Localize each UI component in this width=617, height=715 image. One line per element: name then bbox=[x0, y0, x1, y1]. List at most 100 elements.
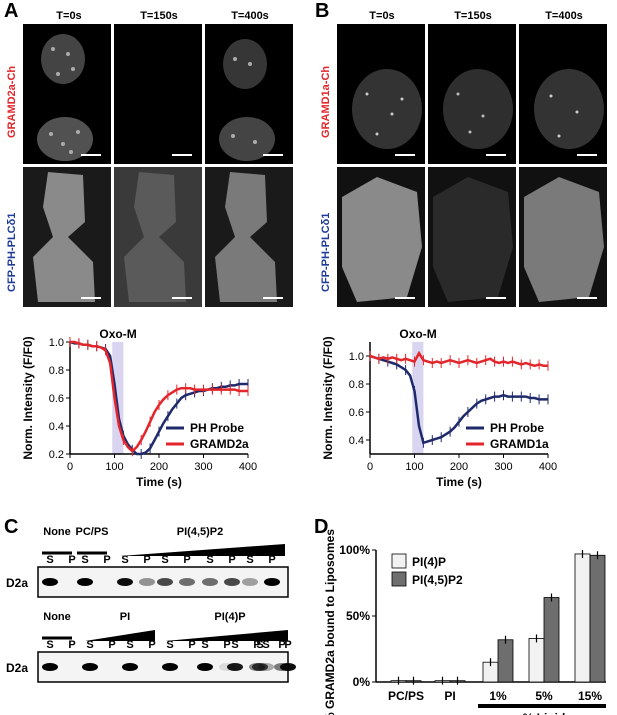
y-tick-label: 1.0 bbox=[349, 351, 364, 363]
time-label: T=0s bbox=[56, 10, 82, 22]
gel-header: PC/PS bbox=[75, 526, 108, 538]
y-axis-label: % GRAMD2a bound to Liposomes bbox=[323, 529, 337, 715]
x-axis-label: Time (s) bbox=[436, 475, 482, 489]
micrograph-b-r1-t400 bbox=[519, 24, 607, 164]
legend-swatch bbox=[391, 571, 407, 587]
category-label: PC/PS bbox=[388, 689, 424, 703]
band bbox=[264, 578, 280, 586]
sp-label: P bbox=[148, 639, 155, 651]
sp-label: S bbox=[81, 554, 88, 566]
sp-label: S bbox=[121, 554, 128, 566]
x-tick-label: 0 bbox=[67, 461, 73, 473]
gel-header: PI bbox=[120, 611, 130, 623]
stimulus-shade bbox=[112, 342, 124, 454]
micrograph-b-r2-t400 bbox=[519, 167, 607, 307]
bar bbox=[589, 554, 606, 683]
chart-d: 0% 50% 100%% GRAMD2a bound to Liposomes PC/… bbox=[323, 529, 606, 715]
band bbox=[82, 663, 98, 671]
micrograph-b-r2-t0 bbox=[337, 167, 425, 307]
chart-b: Oxo-M 0 100 200 300 400 0.4 0.6 0.8 1.0 Time (s) No… bbox=[321, 327, 557, 489]
y-tick-label: 0.8 bbox=[349, 379, 364, 391]
legend-swatch bbox=[391, 553, 407, 569]
y-axis-label: Norm. Intensity (F/F0) bbox=[321, 336, 335, 459]
sp-label: P bbox=[284, 639, 291, 651]
gel-header: None bbox=[43, 611, 71, 623]
y-tick-label: 0.8 bbox=[49, 365, 64, 377]
bar bbox=[528, 638, 545, 683]
gradient-wedge bbox=[120, 544, 285, 556]
row-label-ph-plc: CFP-PH-PLCδ1 bbox=[320, 212, 332, 292]
x-tick-label: 100 bbox=[405, 461, 423, 473]
row-label-gramd2a: GRAMD2a-Ch bbox=[6, 65, 18, 138]
sp-label: P bbox=[103, 554, 110, 566]
panel-letter-c: C bbox=[4, 516, 19, 538]
gradient-wedge bbox=[165, 630, 288, 641]
micrograph-a-r2-t0 bbox=[23, 167, 111, 307]
band bbox=[77, 578, 93, 586]
annotation-label: Oxo-M bbox=[99, 327, 136, 341]
panel-letter-b: B bbox=[315, 0, 330, 22]
micrograph-a-r1-t0 bbox=[23, 24, 111, 164]
x-tick-label: 200 bbox=[450, 461, 468, 473]
band bbox=[117, 578, 133, 586]
y-tick-label: 100% bbox=[339, 543, 370, 557]
sp-label: P bbox=[268, 554, 275, 566]
band bbox=[139, 578, 155, 586]
y-tick-label: 0.6 bbox=[349, 407, 364, 419]
band bbox=[179, 578, 195, 586]
legend-label: PH Probe bbox=[490, 421, 544, 435]
y-tick-label: 0% bbox=[353, 675, 371, 689]
legend-label: PI(4)P bbox=[412, 555, 446, 569]
legend-label: GRAMD2a bbox=[190, 437, 249, 451]
sp-label: P bbox=[68, 554, 75, 566]
sp-label: P bbox=[278, 639, 285, 651]
micrograph-a-r2-t150 bbox=[114, 167, 202, 307]
band bbox=[202, 578, 218, 586]
category-label: 5% bbox=[535, 689, 553, 703]
sp-label: S bbox=[246, 554, 253, 566]
x-axis-label: % Lipid bbox=[523, 711, 566, 715]
gel-header: PI(4,5)P2 bbox=[177, 526, 223, 538]
band bbox=[197, 663, 213, 671]
sp-label: S bbox=[161, 554, 168, 566]
sp-label: P bbox=[108, 639, 115, 651]
row-label-gramd1a: GRAMD1a-Ch bbox=[320, 65, 332, 138]
sp-label: S bbox=[46, 554, 53, 566]
sp-label: S bbox=[86, 639, 93, 651]
y-tick-label: 0.6 bbox=[49, 393, 64, 405]
sp-label: P bbox=[253, 639, 260, 651]
y-tick-label: 50% bbox=[346, 609, 370, 623]
panel-letter-d: D bbox=[314, 516, 329, 538]
gel-row-label: D2a bbox=[6, 576, 28, 590]
sp-label: S bbox=[256, 639, 263, 651]
sp-label: P bbox=[228, 554, 235, 566]
x-tick-label: 200 bbox=[150, 461, 168, 473]
band bbox=[42, 663, 58, 671]
x-tick-label: 400 bbox=[539, 461, 557, 473]
chart-a: Oxo-M 0 100 200 300 400 0.2 0.4 0.6 0.8 1.0 Time (s… bbox=[21, 327, 257, 489]
sp-label: P bbox=[223, 639, 230, 651]
y-tick-label: 0.4 bbox=[49, 421, 64, 433]
category-label: PI bbox=[444, 689, 455, 703]
legend-label: PH Probe bbox=[190, 421, 244, 435]
row-label-ph-plc: CFP-PH-PLCδ1 bbox=[6, 212, 18, 292]
lipid-bracket bbox=[478, 704, 606, 708]
y-tick-label: 0.4 bbox=[349, 435, 364, 447]
band bbox=[157, 578, 173, 586]
legend-label: GRAMD1a bbox=[490, 437, 549, 451]
sp-label: S bbox=[231, 639, 238, 651]
band bbox=[162, 663, 178, 671]
sp-label: S bbox=[262, 639, 269, 651]
x-tick-label: 100 bbox=[105, 461, 123, 473]
bar bbox=[543, 597, 560, 683]
band bbox=[258, 663, 274, 671]
time-label: T=0s bbox=[369, 10, 395, 22]
sp-label: S bbox=[206, 554, 213, 566]
sp-label: P bbox=[188, 639, 195, 651]
legend-label: PI(4,5)P2 bbox=[412, 573, 463, 587]
sp-label: P bbox=[183, 554, 190, 566]
x-tick-label: 300 bbox=[494, 461, 512, 473]
micrograph-a-r1-t150 bbox=[114, 24, 202, 164]
time-label: T=150s bbox=[454, 10, 492, 22]
band bbox=[224, 578, 240, 586]
